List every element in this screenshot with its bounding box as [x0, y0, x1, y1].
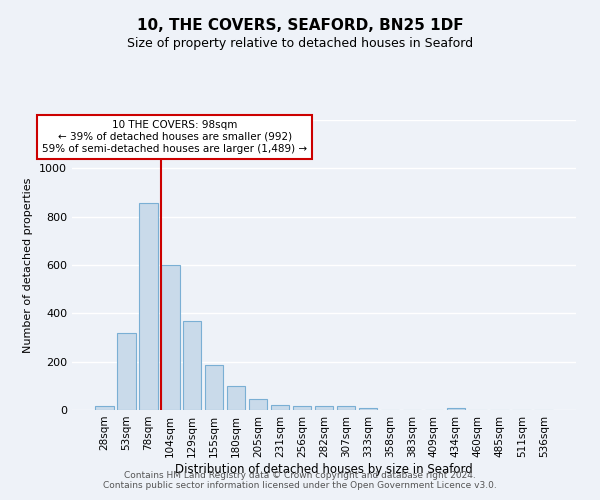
Bar [359, 408, 377, 410]
Text: 10, THE COVERS, SEAFORD, BN25 1DF: 10, THE COVERS, SEAFORD, BN25 1DF [137, 18, 463, 32]
X-axis label: Distribution of detached houses by size in Seaford: Distribution of detached houses by size … [175, 462, 473, 475]
Text: Contains HM Land Registry data © Crown copyright and database right 2024.
Contai: Contains HM Land Registry data © Crown c… [103, 470, 497, 490]
Text: Size of property relative to detached houses in Seaford: Size of property relative to detached ho… [127, 38, 473, 51]
Bar [446, 408, 465, 410]
Bar [337, 406, 355, 410]
Bar [161, 265, 179, 410]
Bar [117, 332, 136, 410]
Bar [293, 406, 311, 410]
Bar [139, 204, 158, 410]
Bar [227, 386, 245, 410]
Bar [183, 320, 202, 410]
Bar [249, 399, 268, 410]
Y-axis label: Number of detached properties: Number of detached properties [23, 178, 34, 352]
Text: 10 THE COVERS: 98sqm
← 39% of detached houses are smaller (992)
59% of semi-deta: 10 THE COVERS: 98sqm ← 39% of detached h… [42, 120, 307, 154]
Bar [271, 405, 289, 410]
Bar [314, 406, 334, 410]
Bar [205, 366, 223, 410]
Bar [95, 406, 113, 410]
